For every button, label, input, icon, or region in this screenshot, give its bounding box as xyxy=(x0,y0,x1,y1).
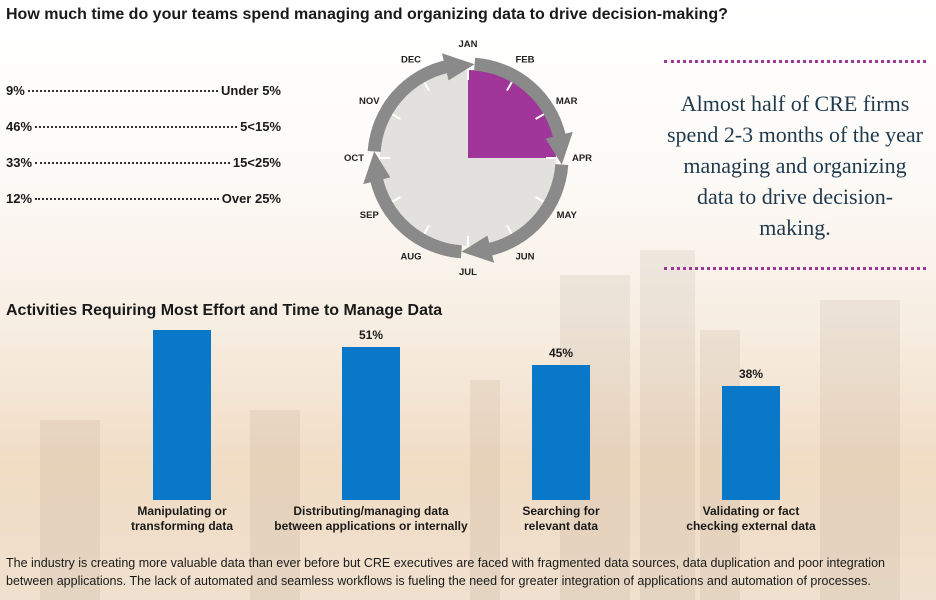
bar xyxy=(153,330,211,500)
cycle-arrow-arc xyxy=(473,57,567,140)
distribution-label: 15<25% xyxy=(232,155,281,170)
distribution-label: 5<15% xyxy=(240,119,281,134)
distribution-row: 33% 15<25% xyxy=(6,155,281,170)
cycle-arrow-head xyxy=(441,53,475,81)
month-clock-chart: JAN FEB MAR APR MAY JUN JUL AUG SEP OCT NOV DEC xyxy=(344,40,592,278)
callout-text: Almost half of CRE firms spend 2-3 month… xyxy=(667,90,923,240)
skyline-building xyxy=(470,380,500,600)
distribution-row: 12% Over 25% xyxy=(6,191,281,206)
clock-tick xyxy=(423,225,430,235)
skyline-building xyxy=(40,420,100,600)
bar-category-label: transforming data xyxy=(131,519,233,533)
dotted-leader xyxy=(35,126,238,128)
month-label: JAN xyxy=(458,40,477,50)
month-label: NOV xyxy=(359,96,380,107)
distribution-percent: 33% xyxy=(6,155,33,170)
bar-value-label: 38% xyxy=(739,367,763,381)
month-label: MAY xyxy=(557,210,578,221)
bar-value-label: 51% xyxy=(359,330,383,342)
footer-text: The industry is creating more valuable d… xyxy=(6,556,885,588)
month-label: JUL xyxy=(459,267,477,278)
distribution-percent: 9% xyxy=(6,83,25,98)
dotted-leader xyxy=(27,90,219,92)
clock-tick xyxy=(506,81,513,91)
distribution-percent: 46% xyxy=(6,119,33,134)
month-label: SEP xyxy=(360,210,380,221)
bar-category-label: checking external data xyxy=(686,519,816,533)
cycle-arrow-arc xyxy=(486,163,569,257)
highlighted-months-wedge xyxy=(468,70,556,158)
cycle-arrow-arc xyxy=(367,59,450,153)
bar-category-label: Validating or fact xyxy=(703,504,800,518)
distribution-label: Under 5% xyxy=(221,83,281,98)
bar-value-label: 45% xyxy=(549,346,573,360)
clock-tick xyxy=(506,225,513,235)
cycle-arrow-head xyxy=(545,131,573,165)
dotted-leader xyxy=(35,198,219,200)
clock-tick xyxy=(423,81,430,91)
callout-box: Almost half of CRE firms spend 2-3 month… xyxy=(664,60,926,270)
skyline-building xyxy=(820,300,900,600)
cycle-arrow-head xyxy=(363,151,391,185)
distribution-row: 9% Under 5% xyxy=(6,83,281,98)
month-label: AUG xyxy=(400,252,421,263)
skyline-building xyxy=(640,250,695,600)
cycle-arrow-head xyxy=(461,235,495,263)
bar xyxy=(532,365,590,500)
bar-category-label: between applications or internally xyxy=(274,519,468,533)
month-label: MAR xyxy=(556,96,578,107)
bar-category-label: relevant data xyxy=(524,519,598,533)
clock-tick xyxy=(535,196,545,203)
bar xyxy=(342,347,400,500)
distribution-percent: 12% xyxy=(6,191,33,206)
month-label: OCT xyxy=(344,153,364,164)
bar-category-label: Manipulating or xyxy=(137,504,227,518)
bar-category-label: Distributing/managing data xyxy=(293,504,449,518)
cycle-arrow-arc xyxy=(369,176,463,259)
skyline-building xyxy=(250,410,300,600)
clock-tick xyxy=(391,196,401,203)
month-label: FEB xyxy=(516,54,535,65)
activities-title: Activities Requiring Most Effort and Tim… xyxy=(6,302,443,319)
clock-tick xyxy=(391,113,401,120)
distribution-row: 46% 5<15% xyxy=(6,119,281,134)
clock-tick xyxy=(535,113,545,120)
distribution-label: Over 25% xyxy=(221,191,281,206)
month-label: DEC xyxy=(401,54,421,65)
month-label: JUN xyxy=(515,252,534,263)
month-label: APR xyxy=(572,153,592,164)
bar xyxy=(722,386,780,500)
page-title: How much time do your teams spend managi… xyxy=(6,6,728,23)
dotted-leader xyxy=(35,162,230,164)
bar-category-label: Searching for xyxy=(522,504,600,518)
